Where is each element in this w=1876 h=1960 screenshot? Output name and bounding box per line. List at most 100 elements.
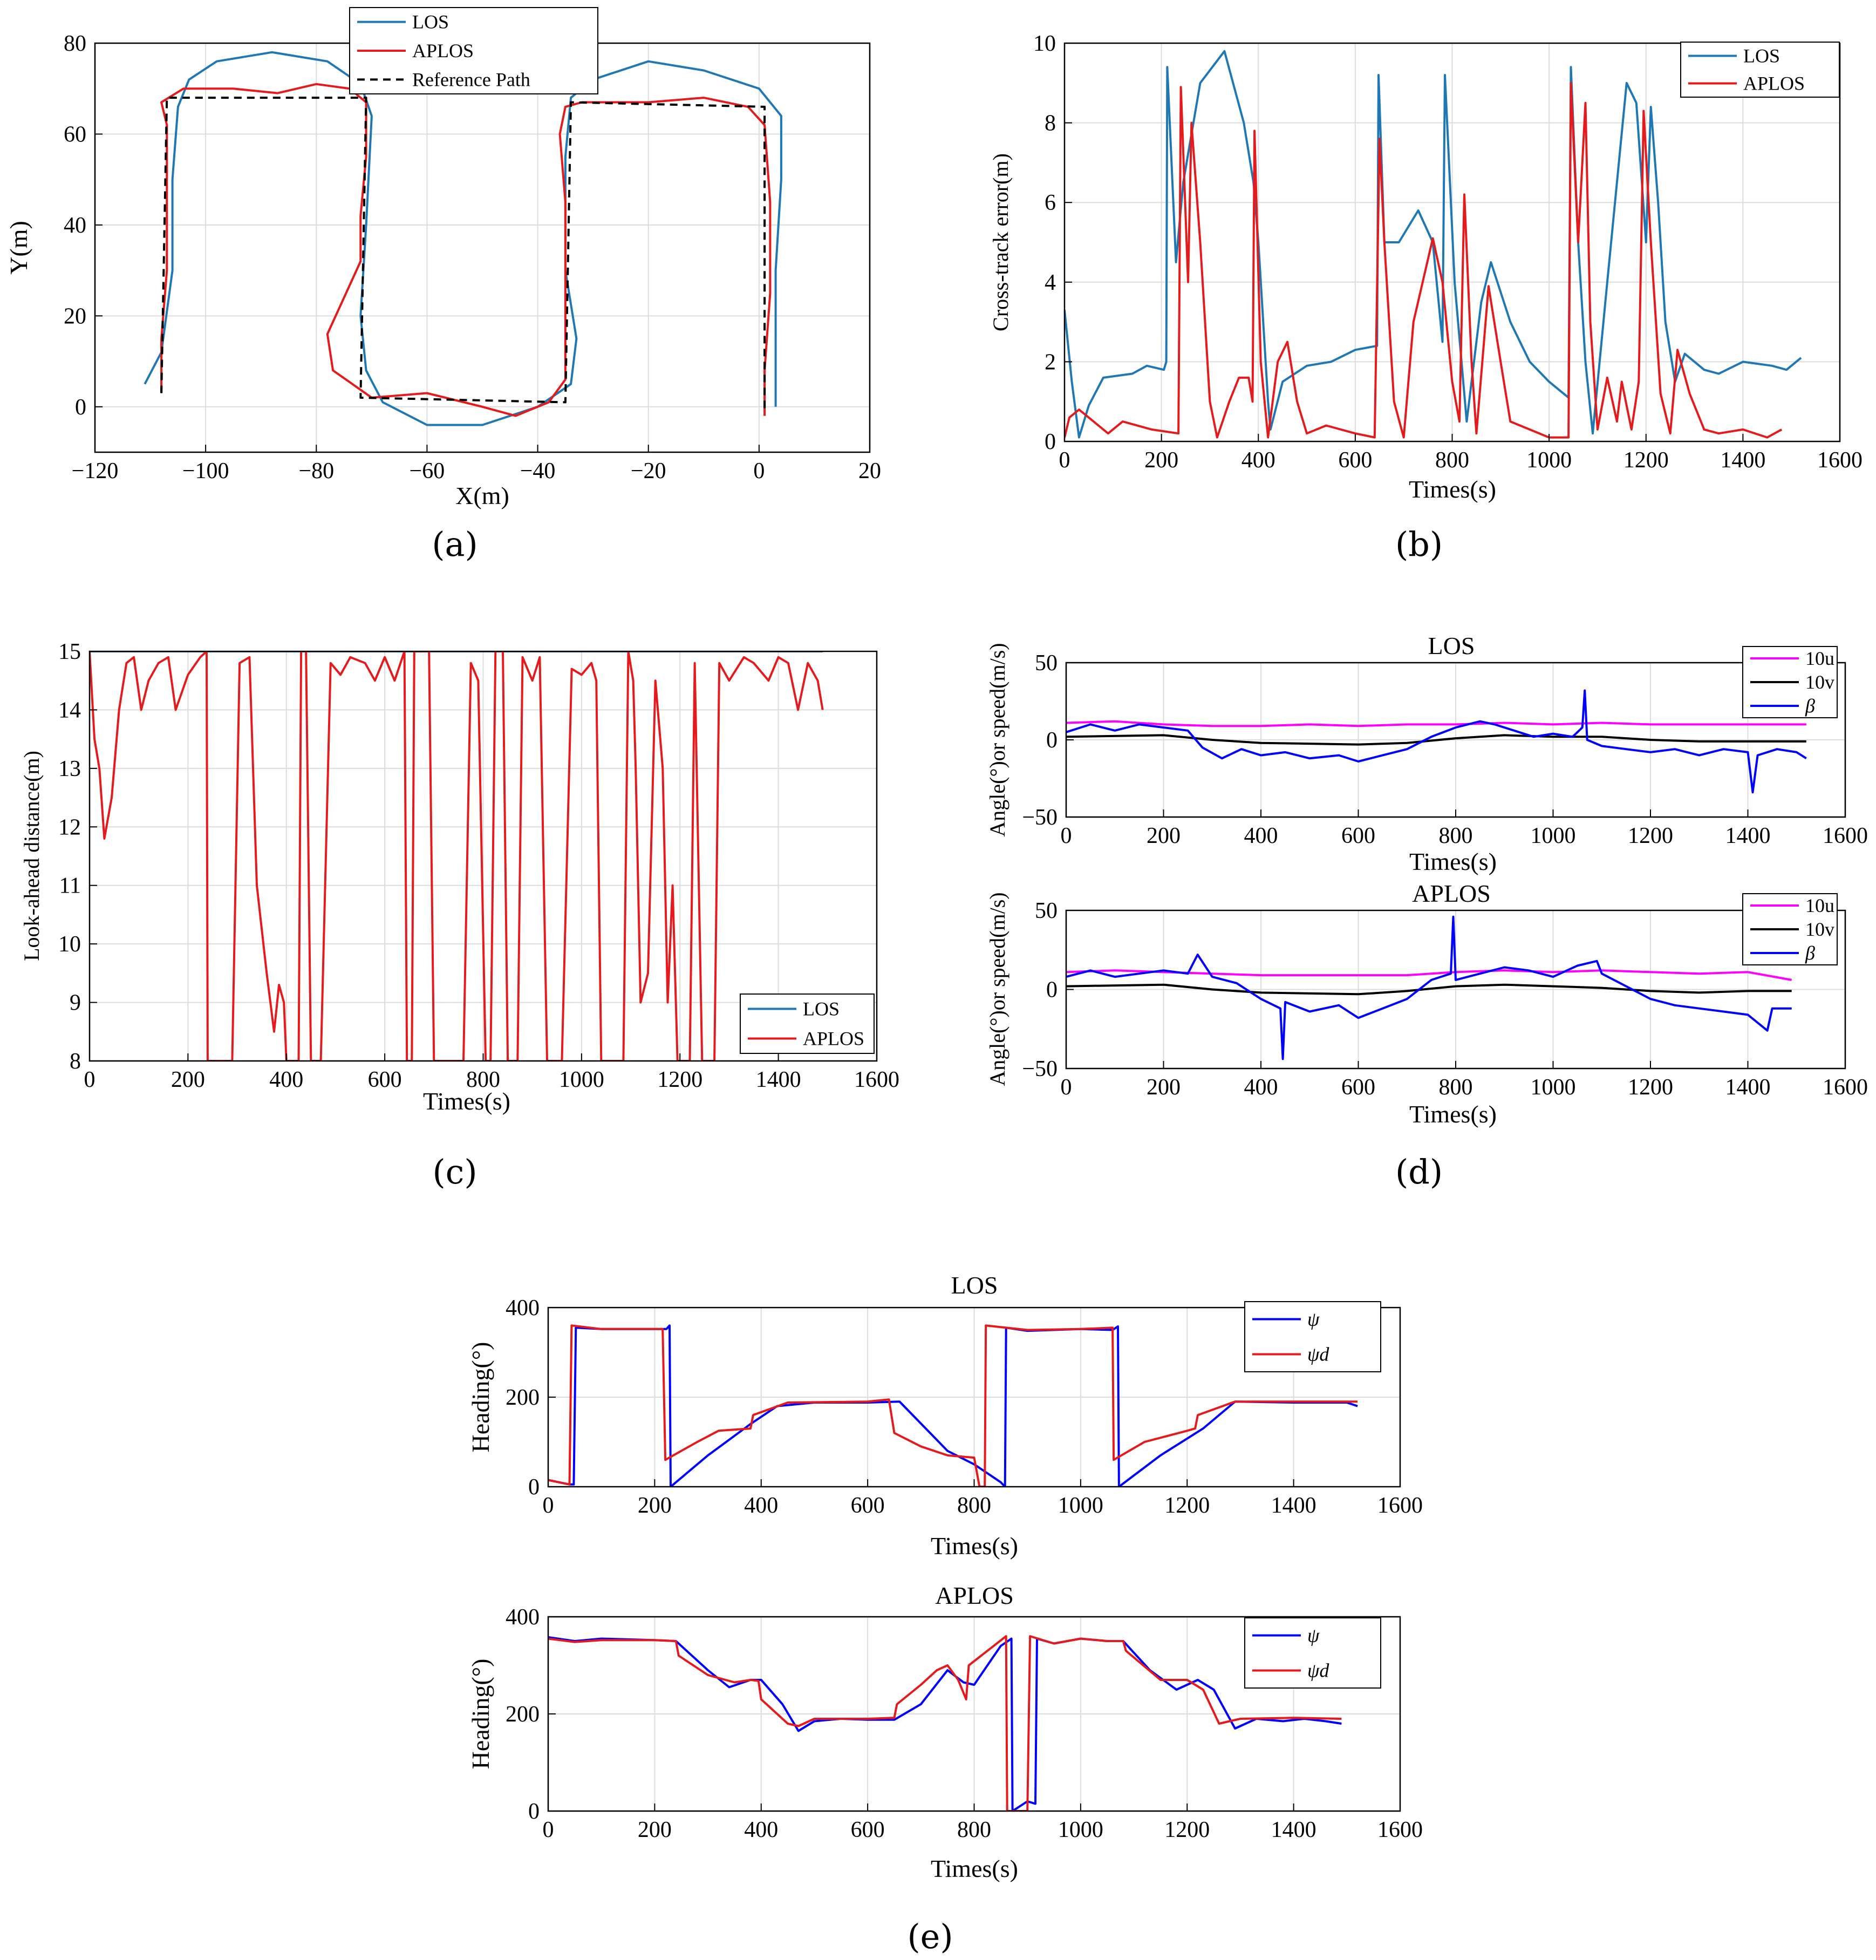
x-tick-label: 200 — [1147, 824, 1181, 848]
x-tick-label: 1600 — [854, 1067, 899, 1092]
x-tick-label: 1200 — [1164, 1818, 1210, 1842]
x-tick-label: 200 — [171, 1067, 205, 1092]
chart-title: LOS — [1428, 632, 1475, 659]
x-tick-label: 1600 — [1377, 1818, 1423, 1842]
x-tick-label: 400 — [1244, 1075, 1278, 1100]
legend: ψ ψd — [1244, 1617, 1381, 1689]
x-tick-label: 1400 — [756, 1067, 801, 1092]
y-tick-label: 6 — [1045, 190, 1056, 215]
y-tick-label: −50 — [1022, 805, 1058, 830]
chart-d1: 0 200 400 600 800 1000 1200 1400 1600−50050Times… — [985, 632, 1868, 1192]
x-tick-label: 1200 — [657, 1067, 702, 1092]
legend: ψ ψd — [1244, 1301, 1381, 1372]
x-tick-label: 0 — [1061, 1075, 1072, 1100]
x-tick-label: 1400 — [1271, 1493, 1316, 1518]
legend-label: LOS — [1743, 45, 1780, 67]
x-tick-label: −80 — [298, 459, 334, 484]
panel-caption: (a) — [432, 525, 477, 564]
y-tick-label: 9 — [70, 991, 81, 1016]
x-tick-label: 1000 — [1531, 1075, 1576, 1100]
x-tick-label: 800 — [957, 1818, 991, 1842]
x-tick-label: 1600 — [1823, 1075, 1868, 1100]
legend-label: LOS — [803, 998, 840, 1020]
y-tick-label: 0 — [75, 395, 86, 420]
x-tick-label: 400 — [744, 1818, 778, 1842]
x-tick-label: 800 — [1439, 824, 1473, 848]
chart-title: LOS — [951, 1271, 998, 1299]
legend-label: 10v — [1805, 918, 1834, 940]
x-tick-label: 200 — [1147, 1075, 1181, 1100]
x-axis-label: Times(s) — [931, 1855, 1018, 1882]
x-tick-label: 400 — [744, 1493, 778, 1518]
x-tick-label: 800 — [1439, 1075, 1473, 1100]
x-axis-label: Times(s) — [1409, 475, 1496, 503]
y-tick-label: 12 — [58, 815, 81, 840]
y-tick-label: 0 — [528, 1475, 540, 1500]
x-tick-label: 20 — [858, 459, 881, 484]
legend-label: LOS — [412, 11, 449, 33]
y-tick-label: 2 — [1045, 350, 1056, 375]
y-tick-label: 50 — [1035, 651, 1058, 676]
x-tick-label: 600 — [851, 1493, 885, 1518]
series-line--d — [548, 1635, 1342, 1811]
x-tick-label: 800 — [957, 1493, 991, 1518]
y-tick-label: 0 — [1046, 978, 1058, 1003]
chart-b: 0 200 400 600 800 1000 1200 1400 1600 0 2 4 6 8 10 Time… — [988, 31, 1863, 564]
panel-caption: (e) — [907, 1917, 953, 1956]
legend-label: β — [1805, 942, 1815, 964]
legend-label: APLOS — [803, 1028, 864, 1050]
chart-e2: 0 200 400 600 800 1000 1200 1400 1600 0 200 400 Time… — [467, 1582, 1423, 1882]
y-tick-label: −50 — [1022, 1057, 1058, 1081]
legend-label: APLOS — [1743, 73, 1805, 94]
x-axis-label: X(m) — [455, 482, 509, 509]
series-line-10v — [1066, 734, 1806, 746]
y-tick-label: 200 — [506, 1702, 540, 1727]
x-tick-label: 600 — [1338, 448, 1372, 473]
x-tick-label: 1200 — [1628, 1075, 1673, 1100]
x-axis-label: Times(s) — [931, 1532, 1018, 1560]
x-tick-label: 1000 — [1526, 448, 1572, 473]
y-tick-label: 15 — [58, 639, 81, 664]
series-line-- — [1066, 915, 1792, 1060]
x-axis-label: Times(s) — [423, 1087, 510, 1115]
legend-label: 10u — [1805, 648, 1834, 669]
x-tick-label: 1200 — [1628, 824, 1673, 848]
x-tick-label: 600 — [1341, 1075, 1375, 1100]
y-tick-label: 14 — [58, 698, 81, 723]
series-line-reference-path — [160, 97, 766, 412]
x-tick-label: 1400 — [1720, 448, 1765, 473]
x-tick-label: 1600 — [1823, 824, 1868, 848]
legend-label: β — [1805, 695, 1815, 717]
y-tick-label: 50 — [1035, 899, 1058, 923]
y-axis-label: Heading(°) — [467, 1659, 494, 1770]
plot-area — [95, 43, 870, 452]
chart-a: −120 −100 −80 −60 −40 −20 0 20 0 20 40 60 80 X(m) Y(m)… — [5, 7, 881, 564]
legend-box — [1244, 1301, 1381, 1372]
series-line-- — [548, 1636, 1342, 1811]
y-tick-label: 4 — [1045, 270, 1056, 295]
series-line-10v — [1066, 983, 1792, 996]
x-tick-label: 1400 — [1725, 824, 1771, 848]
legend-box — [1680, 42, 1840, 98]
y-tick-label: 0 — [1045, 430, 1056, 454]
y-tick-label: 400 — [506, 1296, 540, 1321]
x-tick-label: −120 — [72, 459, 119, 484]
y-tick-label: 10 — [58, 932, 81, 957]
x-tick-label: 0 — [1059, 448, 1070, 473]
chart-d2: 0 200 400 600 800 1000 1200 1400 1600−50050Times… — [985, 880, 1868, 1128]
chart-e1: 0 200 400 600 800 1000 1200 1400 1600 0 200 400 Time… — [467, 1271, 1423, 1956]
x-tick-label: 800 — [1435, 448, 1469, 473]
y-tick-label: 60 — [64, 122, 86, 147]
x-tick-label: 0 — [543, 1818, 554, 1842]
x-tick-label: −20 — [631, 459, 666, 484]
y-axis-label: Angle(°)or speed(m/s) — [985, 892, 1009, 1086]
x-tick-label: 1400 — [1271, 1818, 1316, 1842]
panel-caption: (c) — [432, 1152, 477, 1192]
x-tick-label: 1200 — [1623, 448, 1669, 473]
legend-label: ψd — [1307, 1344, 1329, 1365]
series-line-10u — [1066, 720, 1806, 727]
x-tick-label: 0 — [84, 1067, 95, 1092]
y-tick-label: 200 — [506, 1385, 540, 1410]
x-tick-label: 0 — [753, 459, 765, 484]
